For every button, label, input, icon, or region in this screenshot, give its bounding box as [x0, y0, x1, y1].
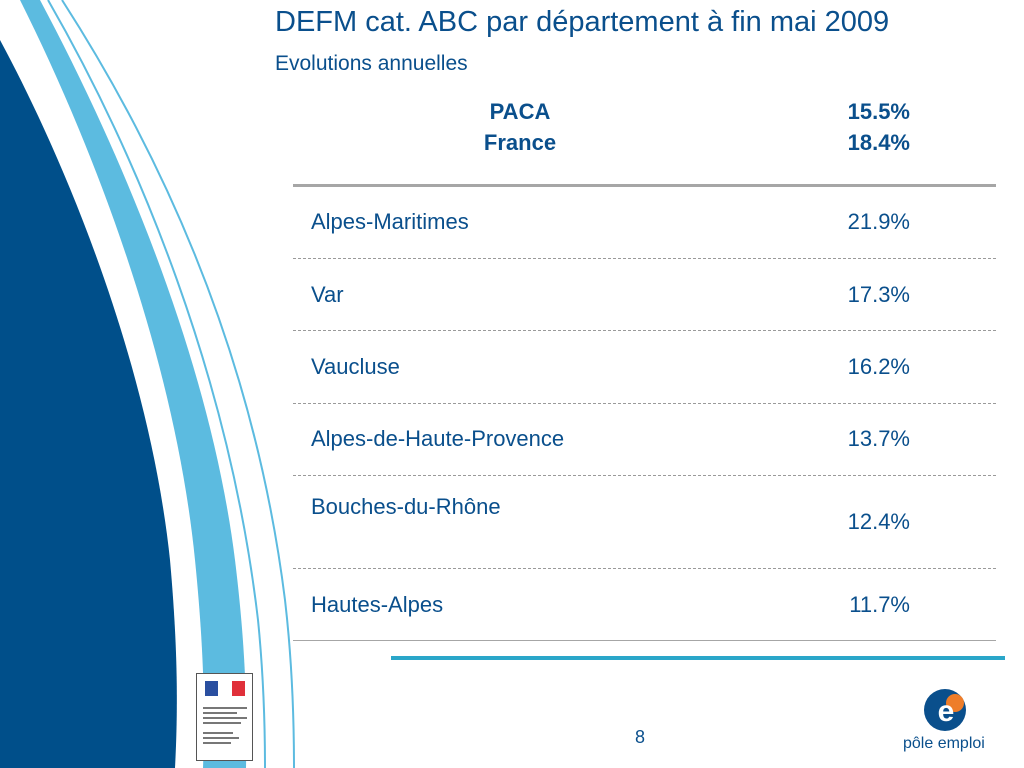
pole-emploi-logo: e	[924, 689, 966, 731]
department-value: 13.7%	[847, 426, 910, 451]
slide-subtitle: Evolutions annuelles	[275, 52, 468, 75]
summary-value: 15.5%	[847, 99, 910, 124]
department-value: 12.4%	[847, 509, 910, 534]
department-name: Alpes-Maritimes	[311, 209, 469, 234]
row-divider	[293, 403, 996, 404]
row-divider	[293, 330, 996, 331]
row-divider	[293, 258, 996, 259]
department-name: Bouches-du-Rhône	[311, 494, 501, 519]
department-name: Alpes-de-Haute-Provence	[311, 426, 565, 451]
slide-title: DEFM cat. ABC par département à fin mai …	[275, 6, 890, 38]
department-name: Hautes-Alpes	[311, 592, 444, 617]
table-top-rule	[293, 184, 996, 187]
pole-emploi-wordmark: pôle emploi	[903, 735, 985, 752]
row-divider	[293, 475, 996, 476]
page-number: 8	[634, 727, 645, 747]
row-divider	[293, 568, 996, 569]
department-value: 11.7%	[849, 592, 910, 617]
prefecture-logo-lettering	[203, 704, 247, 747]
department-name: Var	[311, 282, 344, 307]
decorative-swoosh	[0, 0, 295, 768]
department-name: Vaucluse	[311, 354, 400, 379]
footer-bar	[391, 656, 1005, 660]
table-bottom-rule	[293, 640, 996, 641]
department-value: 17.3%	[847, 282, 910, 307]
prefecture-logo	[196, 673, 253, 761]
french-flag-icon	[205, 681, 245, 696]
summary-label: PACA	[489, 99, 551, 124]
svg-text:e: e	[938, 695, 955, 728]
summary-label: France	[483, 130, 557, 155]
department-value: 16.2%	[847, 354, 910, 379]
summary-value: 18.4%	[847, 130, 910, 155]
department-value: 21.9%	[847, 209, 910, 234]
